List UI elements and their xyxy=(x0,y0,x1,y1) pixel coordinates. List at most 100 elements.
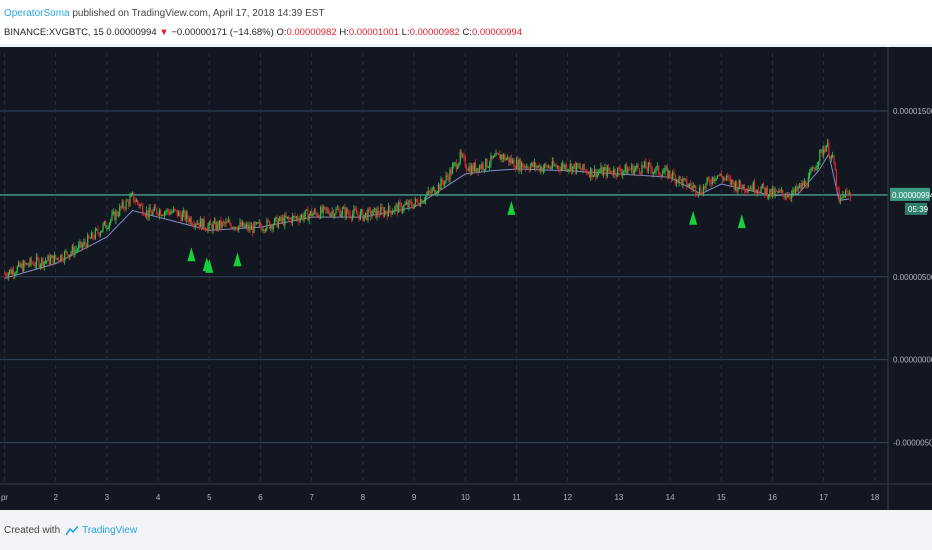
candle xyxy=(393,211,395,213)
candle xyxy=(454,162,456,164)
candle xyxy=(32,263,34,265)
candle xyxy=(467,169,469,171)
candle xyxy=(555,165,557,168)
publish-info: OperatorSoma published on TradingView.co… xyxy=(4,8,325,19)
candle xyxy=(592,175,594,178)
candle xyxy=(193,224,195,227)
candle xyxy=(128,200,130,206)
candle xyxy=(707,178,710,180)
candle xyxy=(737,188,739,192)
candle xyxy=(258,222,260,224)
candle xyxy=(135,200,137,202)
candle xyxy=(533,162,536,167)
candle xyxy=(677,179,679,183)
candle xyxy=(226,221,228,223)
candle xyxy=(627,169,629,174)
tradingview-brand-link[interactable]: TradingView xyxy=(82,525,138,536)
candle xyxy=(174,208,176,211)
candle xyxy=(16,266,18,273)
author-link[interactable]: OperatorSoma xyxy=(4,8,70,19)
candle xyxy=(486,158,488,168)
candle xyxy=(769,188,771,196)
candle xyxy=(62,260,64,262)
candle xyxy=(805,181,807,188)
candle xyxy=(563,163,565,169)
candle xyxy=(527,166,529,169)
moving-average-layer xyxy=(4,152,850,279)
candle xyxy=(339,209,341,217)
price-chart[interactable]: 0.000020000.000015000.000005000.00000000… xyxy=(0,24,932,510)
candle xyxy=(7,273,9,278)
candle xyxy=(272,224,274,230)
candle xyxy=(329,213,331,217)
candle xyxy=(293,215,295,217)
candle xyxy=(53,254,56,264)
candle xyxy=(28,265,30,267)
candle xyxy=(460,151,463,157)
candle xyxy=(421,199,423,204)
candle xyxy=(826,142,829,146)
candle xyxy=(569,163,571,170)
candle xyxy=(224,222,226,224)
candle xyxy=(143,214,145,216)
candle xyxy=(81,245,84,248)
candle xyxy=(253,222,255,233)
candle xyxy=(546,165,548,169)
candle xyxy=(49,257,52,264)
candle xyxy=(79,241,81,245)
candle xyxy=(844,191,847,198)
candle xyxy=(732,179,734,184)
candle xyxy=(577,163,579,167)
candle xyxy=(797,187,799,191)
candle xyxy=(67,254,70,258)
candle xyxy=(481,163,483,169)
candle xyxy=(335,208,337,214)
candle xyxy=(115,211,117,221)
candle xyxy=(80,241,82,248)
candle xyxy=(497,153,500,155)
candle xyxy=(554,165,556,167)
candle xyxy=(261,226,263,231)
candle xyxy=(241,222,244,227)
candle xyxy=(458,162,460,167)
candle xyxy=(281,217,283,222)
chart-frame[interactable]: 0.000020000.000015000.000005000.00000000… xyxy=(0,24,932,510)
candle xyxy=(186,212,189,219)
candle xyxy=(98,232,100,236)
candle xyxy=(29,258,31,266)
candle xyxy=(674,175,676,184)
candle xyxy=(30,258,32,264)
candle xyxy=(476,168,478,172)
axes-layer: 0.000020000.000015000.000005000.00000000… xyxy=(0,24,932,510)
tradingview-logo-icon[interactable] xyxy=(66,525,79,536)
candle xyxy=(262,229,264,231)
candle xyxy=(99,232,102,236)
candle xyxy=(615,175,617,177)
candle xyxy=(697,193,699,195)
candle xyxy=(101,230,103,233)
candle xyxy=(743,184,745,191)
high-label: H: xyxy=(339,27,349,38)
candle xyxy=(343,207,345,209)
candle xyxy=(666,167,669,178)
candle xyxy=(71,246,73,253)
candle xyxy=(314,210,317,213)
candle xyxy=(404,204,406,206)
candle xyxy=(229,220,231,225)
candle xyxy=(167,209,169,212)
candle xyxy=(349,213,351,218)
candle xyxy=(138,203,140,207)
candle xyxy=(631,165,633,170)
candle xyxy=(183,210,185,214)
candle xyxy=(746,190,748,192)
candle xyxy=(257,222,259,224)
candle xyxy=(56,258,58,260)
candle xyxy=(385,210,387,213)
candle xyxy=(720,173,722,177)
candle xyxy=(367,208,369,220)
candle xyxy=(386,212,388,217)
candle xyxy=(541,166,543,172)
candle xyxy=(455,162,457,169)
candle xyxy=(477,168,479,172)
candle xyxy=(762,183,765,188)
